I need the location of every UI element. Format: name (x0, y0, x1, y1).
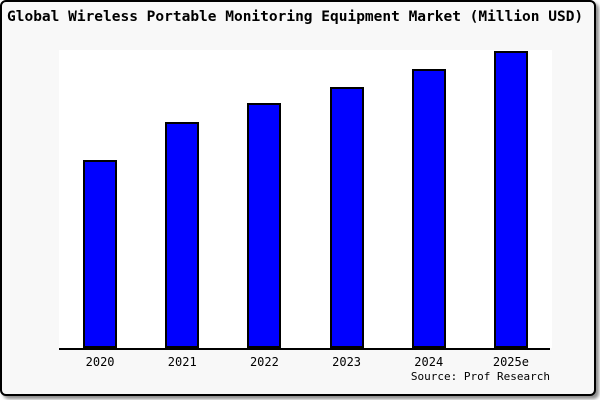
x-axis-labels: 2020 2021 2022 2023 2024 2025e (59, 355, 552, 371)
bar-2020 (83, 160, 118, 348)
bar-2024 (411, 69, 446, 348)
x-tick-label-2023: 2023 (332, 355, 362, 369)
x-tick-label-2021: 2021 (167, 355, 197, 369)
x-tick-label-2025e: 2025e (492, 355, 529, 369)
x-axis-line (59, 348, 550, 350)
bar-2022 (247, 103, 282, 348)
bar-2025e (493, 51, 528, 348)
source-note: Source: Prof Research (410, 370, 550, 383)
plot-area (59, 50, 552, 348)
bar-2023 (329, 87, 364, 348)
x-tick-label-2022: 2022 (249, 355, 279, 369)
x-tick-label-2024: 2024 (414, 355, 444, 369)
bar-2021 (165, 122, 200, 348)
chart-title: Global Wireless Portable Monitoring Equi… (7, 9, 584, 25)
x-tick-label-2020: 2020 (85, 355, 115, 369)
